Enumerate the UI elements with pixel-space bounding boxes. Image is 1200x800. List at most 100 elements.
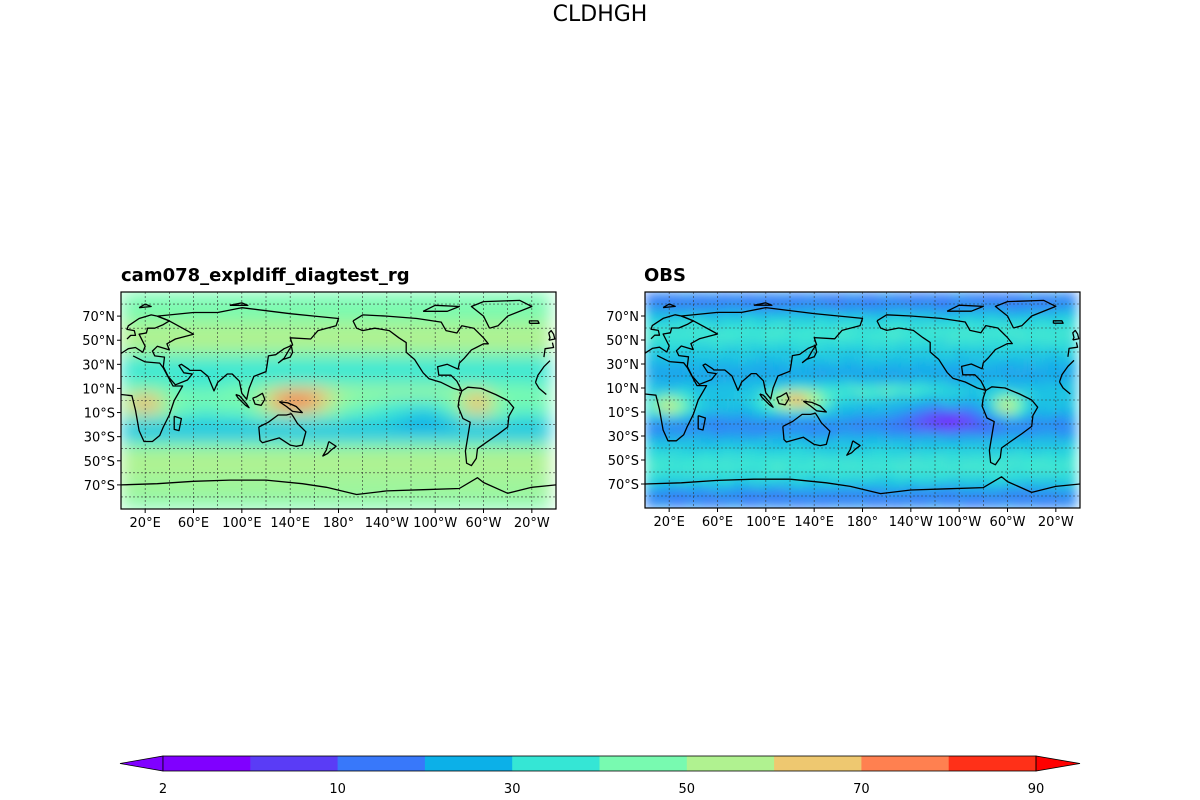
field-cell [199, 298, 207, 305]
field-cell [519, 364, 527, 371]
field-cell [549, 304, 551, 311]
field-cell [441, 334, 448, 341]
field-cell [398, 376, 406, 384]
field-cell [308, 472, 315, 480]
field-cell [127, 412, 134, 420]
field-cell [851, 331, 856, 336]
field-cell [392, 328, 400, 335]
field-cell [938, 353, 943, 358]
field-cell [211, 430, 219, 438]
field-cell [326, 394, 334, 402]
field-cell [465, 406, 473, 414]
field-cell [851, 324, 856, 329]
field-cell [953, 302, 958, 307]
field-cell [199, 370, 207, 377]
field-cell [873, 299, 878, 304]
field-cell [1054, 353, 1059, 358]
field-cell [133, 304, 140, 311]
field-cell [507, 316, 515, 323]
field-cell [880, 342, 885, 347]
field-cell [404, 310, 412, 317]
field-cell [666, 349, 671, 354]
coastline [352, 314, 489, 392]
field-cell [163, 490, 170, 498]
field-cell [163, 442, 170, 450]
field-cell [417, 352, 424, 359]
field-cell [956, 338, 961, 343]
field-cell [404, 400, 412, 408]
field-cell [1018, 320, 1023, 325]
field-cell [869, 313, 874, 318]
field-cell [742, 346, 748, 351]
field-cell [549, 442, 551, 450]
field-cell [350, 406, 358, 414]
field-cell [441, 466, 448, 474]
field-cell [199, 304, 207, 311]
field-cell [205, 400, 213, 408]
field-cell [819, 299, 824, 304]
field-cell [471, 310, 479, 317]
field-cell [411, 370, 418, 377]
field-cell [417, 382, 424, 390]
field-cell [829, 349, 835, 354]
field-cell [362, 460, 370, 468]
field-cell [211, 364, 219, 371]
field-cell [819, 353, 824, 358]
field-cell [429, 496, 436, 504]
field-cell [982, 310, 987, 315]
field-cell [1032, 346, 1038, 351]
field-cell [942, 328, 947, 333]
coastline [121, 477, 556, 496]
field-cell [858, 342, 864, 347]
field-cell [1069, 342, 1074, 347]
field-cell [746, 338, 751, 343]
field-cell [411, 352, 418, 359]
field-cell [531, 310, 539, 317]
field-cell [873, 306, 878, 311]
field-cell [996, 292, 1001, 297]
field-cell [284, 418, 291, 426]
field-cell [368, 484, 376, 492]
field-cell [169, 424, 176, 432]
field-cell [1072, 320, 1077, 325]
field-cell [404, 484, 412, 492]
field-cell [519, 322, 527, 329]
field-cell [797, 320, 802, 325]
field-cell [471, 346, 479, 353]
obs-cloud-field [645, 292, 1077, 508]
field-cell [873, 317, 878, 322]
field-cell [241, 412, 249, 420]
field-cell [1000, 313, 1005, 318]
field-cell [869, 299, 874, 304]
field-cell [453, 448, 460, 456]
field-cell [356, 502, 364, 509]
field-cell [1007, 310, 1012, 315]
field-cell [229, 358, 237, 365]
field-cell [350, 454, 358, 462]
field-cell [891, 310, 896, 315]
field-cell [543, 424, 551, 432]
field-cell [677, 331, 682, 336]
field-cell [688, 292, 693, 297]
field-cell [489, 304, 497, 311]
field-cell [851, 342, 856, 347]
field-cell [169, 304, 176, 311]
field-cell [211, 466, 219, 474]
field-cell [945, 310, 951, 315]
field-cell [296, 316, 303, 323]
field-cell [157, 412, 164, 420]
field-cell [1000, 295, 1005, 300]
field-cell [655, 310, 661, 315]
field-cell [477, 412, 485, 420]
field-cell [501, 292, 509, 299]
field-cell [858, 302, 864, 307]
field-cell [531, 316, 539, 323]
field-cell [423, 388, 430, 396]
field-cell [193, 448, 201, 456]
field-cell [688, 310, 693, 315]
field-cell [350, 460, 358, 468]
field-cell [829, 292, 835, 297]
field-cell [779, 302, 784, 307]
field-cell [549, 388, 551, 396]
field-cell [880, 353, 885, 358]
